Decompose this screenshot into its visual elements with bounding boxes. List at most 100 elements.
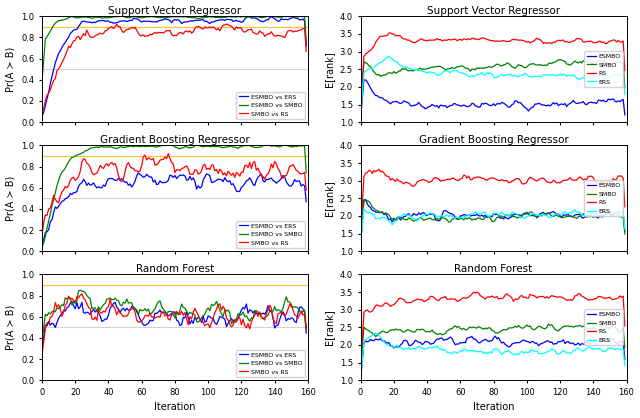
SMBO	[530, 212, 538, 217]
ESMBO	[433, 218, 441, 223]
ESMBO vs SMBO	[113, 14, 120, 19]
SMBO vs RS	[186, 314, 194, 319]
SMBO	[503, 327, 511, 332]
RS	[433, 36, 441, 41]
ERS	[609, 73, 617, 78]
Y-axis label: E[rank]: E[rank]	[324, 51, 334, 87]
SMBO	[356, 241, 364, 246]
RS	[431, 296, 439, 301]
SMBO vs RS	[256, 309, 264, 314]
ERS	[356, 243, 364, 248]
ESMBO vs ERS	[302, 43, 310, 48]
ESMBO	[575, 212, 582, 217]
RS	[356, 363, 364, 368]
ESMBO	[621, 229, 628, 234]
SMBO vs RS	[211, 310, 219, 315]
Line: RS: RS	[360, 33, 625, 108]
ESMBO	[609, 213, 617, 218]
Line: SMBO vs RS: SMBO vs RS	[42, 24, 306, 113]
ESMBO vs ERS	[38, 242, 46, 247]
ESMBO vs ERS	[115, 306, 122, 311]
SMBO vs RS	[113, 22, 120, 27]
RS	[530, 293, 538, 298]
X-axis label: Iteration: Iteration	[473, 403, 515, 413]
ESMBO vs ERS	[186, 174, 194, 179]
SMBO vs RS	[113, 166, 120, 171]
SMBO	[545, 321, 552, 326]
SMBO vs RS	[164, 151, 172, 156]
ERS	[609, 346, 617, 351]
SMBO vs RS	[302, 49, 310, 54]
ESMBO vs SMBO	[254, 14, 262, 19]
SMBO vs RS	[38, 110, 46, 115]
Line: ESMBO vs ERS: ESMBO vs ERS	[42, 301, 306, 351]
ESMBO vs SMBO	[209, 14, 217, 19]
Legend: ESMBO, SMBO, RS, ERS: ESMBO, SMBO, RS, ERS	[584, 51, 623, 87]
ESMBO vs ERS	[209, 20, 217, 25]
RS	[609, 297, 617, 302]
Y-axis label: Pr(A ≻ B): Pr(A ≻ B)	[6, 47, 15, 92]
ESMBO vs SMBO	[302, 325, 310, 330]
SMBO	[609, 212, 617, 217]
ERS	[505, 348, 513, 353]
ESMBO vs SMBO	[211, 302, 219, 307]
ESMBO	[362, 77, 369, 82]
ESMBO vs ERS	[256, 18, 264, 23]
ERS	[433, 344, 441, 349]
SMBO	[609, 61, 617, 66]
RS	[505, 180, 513, 185]
Legend: ESMBO vs ERS, ESMBO vs SMBO, SMBO vs RS: ESMBO vs ERS, ESMBO vs SMBO, SMBO vs RS	[236, 221, 305, 248]
ESMBO vs ERS	[211, 179, 219, 184]
Line: SMBO: SMBO	[360, 60, 625, 109]
ESMBO	[356, 240, 364, 245]
SMBO	[412, 218, 419, 223]
ERS	[575, 345, 582, 350]
ESMBO	[609, 97, 617, 102]
ESMBO vs ERS	[186, 321, 194, 326]
Line: ERS: ERS	[360, 56, 625, 116]
ESMBO vs ERS	[134, 171, 142, 176]
RS	[410, 298, 418, 303]
X-axis label: Iteration: Iteration	[154, 403, 196, 413]
RS	[575, 176, 582, 181]
ERS	[621, 363, 628, 368]
ESMBO	[362, 197, 369, 202]
ERS	[530, 74, 538, 79]
SMBO vs RS	[256, 28, 264, 33]
Line: ESMBO: ESMBO	[360, 336, 625, 379]
SMBO	[528, 61, 536, 66]
ERS	[609, 209, 617, 214]
SMBO vs RS	[92, 171, 99, 176]
Line: ESMBO vs ERS: ESMBO vs ERS	[42, 16, 306, 116]
ESMBO vs SMBO	[92, 145, 99, 150]
ESMBO vs SMBO	[93, 309, 100, 314]
SMBO vs RS	[302, 188, 310, 193]
ESMBO vs SMBO	[113, 146, 120, 151]
SMBO vs RS	[291, 312, 298, 317]
RS	[356, 230, 364, 235]
ESMBO	[621, 112, 628, 117]
SMBO vs RS	[209, 24, 217, 29]
ESMBO vs ERS	[93, 308, 100, 313]
Line: ERS: ERS	[360, 209, 625, 245]
RS	[530, 176, 538, 181]
ESMBO vs ERS	[244, 14, 252, 19]
RS	[375, 167, 383, 172]
ESMBO	[412, 102, 419, 107]
RS	[621, 204, 628, 209]
SMBO	[621, 345, 628, 350]
ESMBO vs SMBO	[159, 143, 167, 148]
RS	[433, 176, 441, 181]
Line: ESMBO vs ERS: ESMBO vs ERS	[42, 173, 306, 244]
ESMBO vs ERS	[291, 319, 298, 324]
Line: RS: RS	[360, 292, 625, 366]
Line: ESMBO vs SMBO: ESMBO vs SMBO	[42, 290, 306, 346]
SMBO	[505, 214, 513, 219]
ESMBO vs ERS	[38, 348, 46, 353]
ERS	[505, 214, 513, 219]
RS	[621, 68, 628, 73]
SMBO	[621, 85, 628, 90]
RS	[412, 40, 419, 45]
ESMBO	[530, 339, 538, 344]
ESMBO vs ERS	[291, 15, 298, 20]
